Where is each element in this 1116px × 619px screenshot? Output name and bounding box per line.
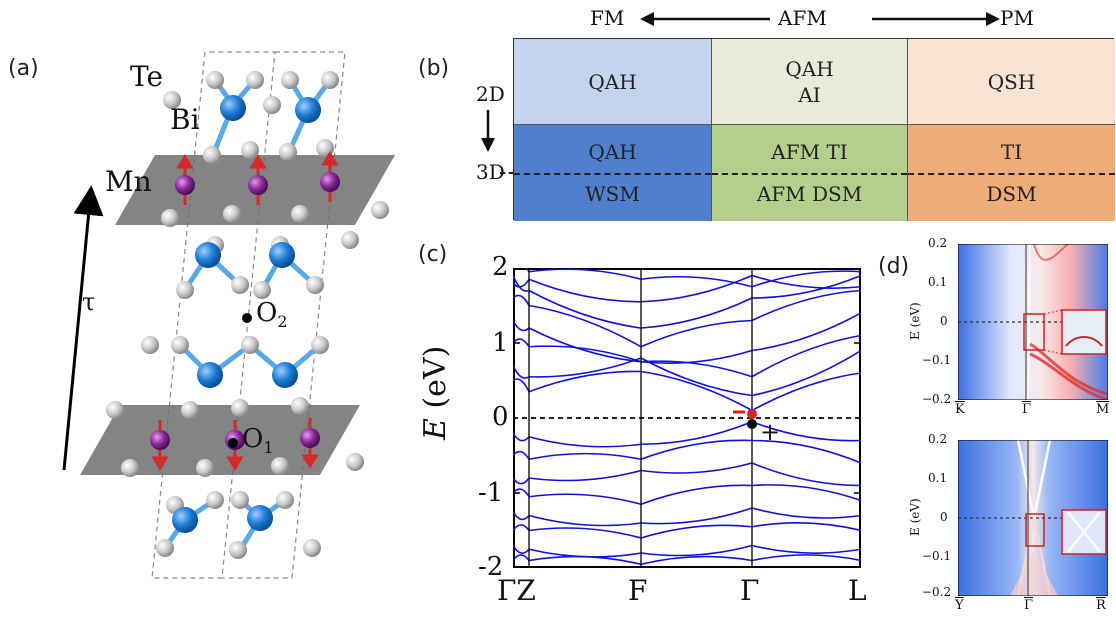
d-bot-xtick-2: Γ xyxy=(1024,598,1034,613)
d-bot-ytick-5: −0.2 xyxy=(922,585,952,599)
band-curve xyxy=(513,420,861,448)
xtick-gamma: Γ xyxy=(740,574,760,607)
cell-afm-2d: QAH AI xyxy=(712,39,908,125)
o1-label: O1 xyxy=(242,424,274,458)
d-top-xtick-2: Γ xyxy=(1022,402,1032,417)
d-top-ytick-1: 0.2 xyxy=(928,236,948,250)
d-top-xtick-1: K xyxy=(955,402,965,417)
header-afm: AFM xyxy=(778,6,827,30)
d-top-xtick-3: M xyxy=(1096,402,1110,417)
ytick-0: 0 xyxy=(492,402,509,432)
surface-spectrum-bottom xyxy=(958,440,1108,596)
band-curve xyxy=(513,349,861,397)
cell-fm-2d: QAH xyxy=(514,39,712,125)
cell-pm-2d: QSH xyxy=(908,39,1115,125)
header-fm: FM xyxy=(590,6,625,30)
y-ticks xyxy=(513,342,861,494)
o2-label: O2 xyxy=(256,298,288,332)
xtick-f: F xyxy=(628,574,648,607)
te-label: Te xyxy=(130,60,164,93)
band-curve xyxy=(513,268,861,288)
band-curve xyxy=(513,370,861,412)
d-top-ytick-5: −0.2 xyxy=(922,392,952,406)
ytick-m1: -1 xyxy=(478,478,504,508)
mn-layer-bottom xyxy=(80,405,360,475)
d-bot-xtick-1: Y xyxy=(955,598,964,613)
d-top-ytick-4: −0.1 xyxy=(922,353,952,367)
xtick-l: L xyxy=(848,574,867,607)
band-lines xyxy=(513,268,861,566)
panel-d-label: (d) xyxy=(878,254,910,279)
panel-c-label: (c) xyxy=(418,242,448,267)
label-2d: 2D xyxy=(476,82,505,106)
o2-point xyxy=(242,313,252,323)
d-bot-ytick-1: 0.2 xyxy=(928,432,948,446)
tau-arrow xyxy=(62,185,104,471)
header-pm: PM xyxy=(1000,6,1034,30)
band-curve xyxy=(513,439,861,464)
mn-spins-up xyxy=(176,151,339,205)
cell-afm-3d: AFM TI AFM DSM xyxy=(712,125,908,221)
cell-pm-3d: TI DSM xyxy=(908,125,1115,221)
black-state xyxy=(747,419,757,429)
d-top-ytick-3: 0 xyxy=(940,314,948,328)
d-bot-ylabel: E (eV) xyxy=(908,498,922,536)
dimension-arrow xyxy=(481,110,495,152)
xtick-gz: ΓZ xyxy=(497,574,536,607)
band-curve xyxy=(513,462,861,487)
panel-a-label: (a) xyxy=(8,56,39,81)
plus-label: + xyxy=(760,418,781,446)
mn-label: Mn xyxy=(105,165,152,198)
panel-b-label: (b) xyxy=(418,56,450,81)
te-atoms xyxy=(106,71,389,559)
y-axis-label: E (eV) xyxy=(418,345,453,440)
band-curve xyxy=(513,544,861,558)
d-bot-ytick-2: 0.1 xyxy=(928,471,948,485)
d-bot-xtick-3: R xyxy=(1096,598,1106,613)
bi-label: Bi xyxy=(170,103,200,136)
band-curve xyxy=(513,274,861,303)
bi-atoms xyxy=(172,95,321,533)
band-curve xyxy=(513,522,861,539)
surface-spectrum-top xyxy=(958,244,1108,400)
ytick-2: 2 xyxy=(492,252,509,282)
magnetic-order-arrows xyxy=(640,12,1000,26)
band-curve xyxy=(513,484,861,506)
band-curve xyxy=(513,274,861,329)
d-top-ytick-2: 0.1 xyxy=(928,275,948,289)
left-dash xyxy=(500,172,514,174)
tau-label: τ xyxy=(82,288,96,316)
label-3d: 3D xyxy=(476,160,505,184)
band-curve xyxy=(513,289,861,348)
band-curve xyxy=(513,507,861,527)
d-bot-ytick-3: 0 xyxy=(940,510,948,524)
crystal-structure-figure xyxy=(62,51,395,579)
cell-fm-3d: QAH WSM xyxy=(514,125,712,221)
band-structure-plot xyxy=(513,268,861,568)
d-top-ylabel: E (eV) xyxy=(908,302,922,340)
ytick-1: 1 xyxy=(492,328,509,358)
o1-point xyxy=(228,438,238,448)
band-curve xyxy=(513,334,861,378)
d-bot-ytick-4: −0.1 xyxy=(922,549,952,563)
phase-table: QAH QAH AI QSH QAH WSM AFM TI AFM DSM TI DSM xyxy=(513,38,1115,221)
band-curve xyxy=(513,554,861,566)
ytick-m2: -2 xyxy=(478,552,504,582)
red-state xyxy=(747,409,757,419)
unit-cell-frame xyxy=(151,51,346,579)
